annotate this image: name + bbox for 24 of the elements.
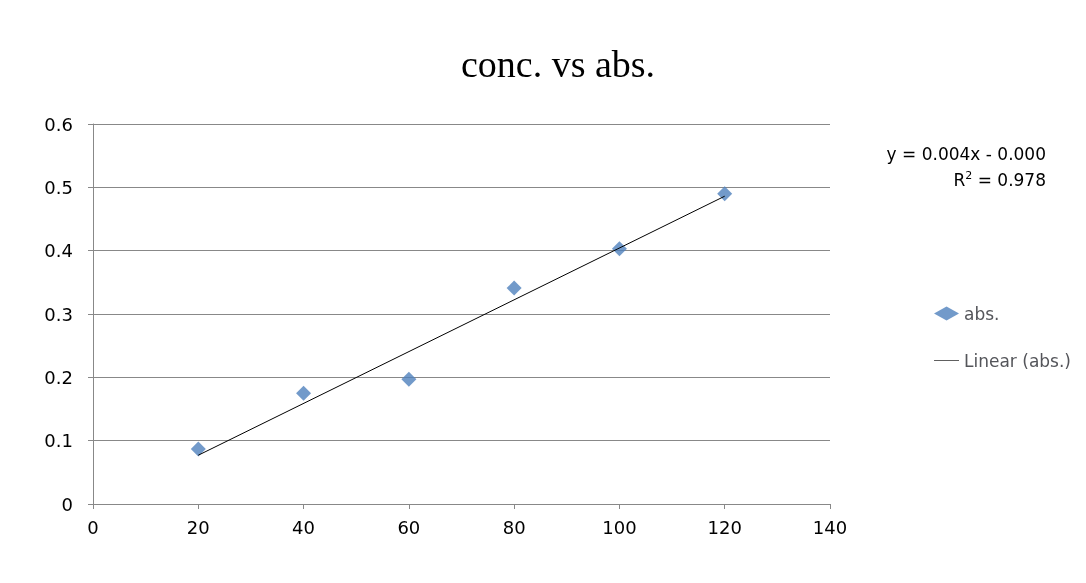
y-tick-label: 0.1 [44, 430, 73, 452]
point [401, 371, 417, 387]
point [717, 186, 733, 202]
chart-title: conc. vs abs. [460, 43, 656, 85]
x-tick-label: 40 [292, 516, 316, 538]
y-tick-label: 0.4 [44, 240, 73, 262]
y-tick-label: 0.3 [44, 303, 73, 325]
text: y = 0.004x - 0.000 [886, 143, 1046, 164]
x-tick-label: 20 [186, 516, 210, 538]
legend-label: Linear (abs.) [964, 350, 1072, 371]
point [296, 385, 312, 401]
x-tick-label: 0 [87, 516, 99, 538]
x-tick-label: 80 [502, 516, 526, 538]
x-tick-label: 100 [602, 516, 637, 538]
x-tick-label: 120 [707, 516, 742, 538]
y-tick-label: 0.6 [44, 113, 73, 135]
y-tick-label: 0.5 [44, 176, 73, 198]
x-tick-label: 140 [812, 516, 848, 538]
point [506, 280, 522, 296]
legend-label: abs. [964, 303, 1000, 324]
point [190, 441, 206, 457]
x-tick-label: 60 [397, 516, 421, 538]
y-tick-label: 0.2 [44, 366, 73, 388]
y-tick-label: 0 [61, 493, 73, 515]
